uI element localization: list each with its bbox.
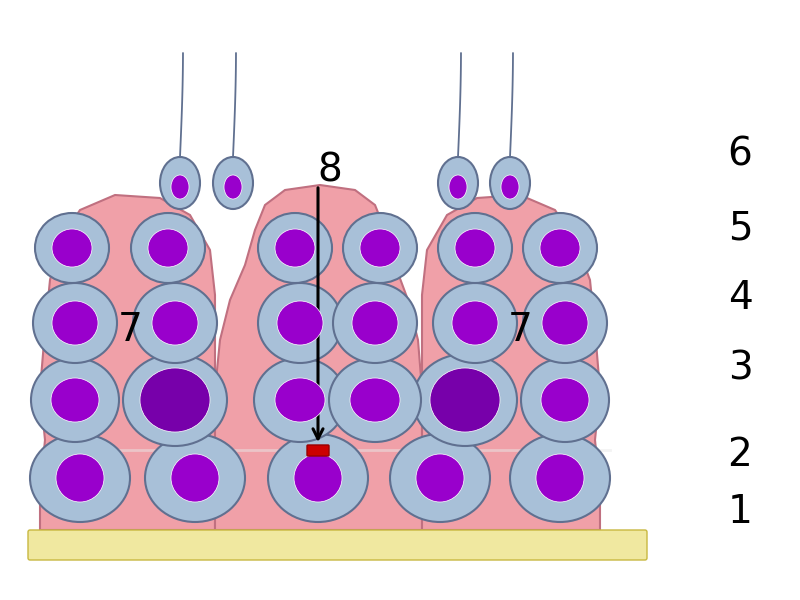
FancyBboxPatch shape xyxy=(307,445,329,456)
Ellipse shape xyxy=(258,213,332,283)
Ellipse shape xyxy=(541,378,589,422)
Ellipse shape xyxy=(510,434,610,522)
Ellipse shape xyxy=(449,175,467,199)
Ellipse shape xyxy=(452,301,498,345)
Ellipse shape xyxy=(350,378,400,422)
Text: 3: 3 xyxy=(728,349,752,387)
FancyBboxPatch shape xyxy=(28,530,647,560)
Ellipse shape xyxy=(430,368,500,432)
Ellipse shape xyxy=(133,283,217,363)
Ellipse shape xyxy=(140,368,210,432)
Ellipse shape xyxy=(352,301,398,345)
Polygon shape xyxy=(40,195,215,530)
Text: 7: 7 xyxy=(507,311,533,349)
Ellipse shape xyxy=(523,213,597,283)
Ellipse shape xyxy=(171,454,219,502)
Ellipse shape xyxy=(433,283,517,363)
Ellipse shape xyxy=(275,229,315,267)
Ellipse shape xyxy=(145,434,245,522)
Ellipse shape xyxy=(294,454,342,502)
Ellipse shape xyxy=(540,229,580,267)
Ellipse shape xyxy=(258,283,342,363)
Ellipse shape xyxy=(438,157,478,209)
Ellipse shape xyxy=(277,301,323,345)
Ellipse shape xyxy=(490,157,530,209)
Ellipse shape xyxy=(213,157,253,209)
Text: 8: 8 xyxy=(318,151,342,189)
Ellipse shape xyxy=(343,213,417,283)
Ellipse shape xyxy=(35,213,109,283)
Ellipse shape xyxy=(31,358,119,442)
Ellipse shape xyxy=(152,301,198,345)
Ellipse shape xyxy=(171,175,189,199)
Text: 1: 1 xyxy=(727,493,753,531)
Ellipse shape xyxy=(30,434,130,522)
Ellipse shape xyxy=(329,358,421,442)
Ellipse shape xyxy=(521,358,609,442)
Polygon shape xyxy=(215,185,422,530)
Ellipse shape xyxy=(254,358,346,442)
Text: 5: 5 xyxy=(728,209,752,247)
Ellipse shape xyxy=(455,229,495,267)
Ellipse shape xyxy=(123,354,227,446)
Ellipse shape xyxy=(33,283,117,363)
Ellipse shape xyxy=(333,283,417,363)
Ellipse shape xyxy=(275,378,325,422)
Ellipse shape xyxy=(438,213,512,283)
Text: 6: 6 xyxy=(727,136,753,174)
Ellipse shape xyxy=(536,454,584,502)
Ellipse shape xyxy=(390,434,490,522)
Ellipse shape xyxy=(268,434,368,522)
Ellipse shape xyxy=(160,157,200,209)
Ellipse shape xyxy=(224,175,242,199)
Text: 7: 7 xyxy=(118,311,142,349)
Ellipse shape xyxy=(52,229,92,267)
Ellipse shape xyxy=(501,175,519,199)
Ellipse shape xyxy=(360,229,400,267)
Ellipse shape xyxy=(542,301,588,345)
Text: 2: 2 xyxy=(728,436,752,474)
Ellipse shape xyxy=(416,454,464,502)
Polygon shape xyxy=(422,195,600,530)
Ellipse shape xyxy=(51,378,99,422)
Ellipse shape xyxy=(52,301,98,345)
Ellipse shape xyxy=(148,229,188,267)
Ellipse shape xyxy=(56,454,104,502)
Ellipse shape xyxy=(131,213,205,283)
Ellipse shape xyxy=(413,354,517,446)
Text: 4: 4 xyxy=(728,279,752,317)
Ellipse shape xyxy=(523,283,607,363)
